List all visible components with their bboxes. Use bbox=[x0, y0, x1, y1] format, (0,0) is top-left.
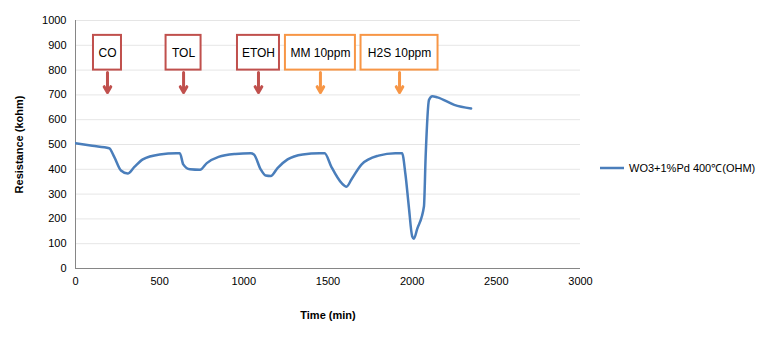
svg-text:3000: 3000 bbox=[568, 275, 592, 287]
svg-text:MM 10ppm: MM 10ppm bbox=[290, 46, 350, 60]
html-text:WO3+1%Pd 400℃(OHM): WO3+1%Pd 400℃(OHM) bbox=[629, 162, 756, 174]
svg-text:600: 600 bbox=[48, 113, 66, 125]
svg-text:2000: 2000 bbox=[400, 275, 424, 287]
svg-text:1000: 1000 bbox=[232, 275, 256, 287]
svg-text:2500: 2500 bbox=[484, 275, 508, 287]
svg-text:0: 0 bbox=[60, 262, 66, 274]
svg-text:1500: 1500 bbox=[316, 275, 340, 287]
svg-text:Resistance (kohm): Resistance (kohm) bbox=[13, 95, 25, 193]
svg-text:300: 300 bbox=[48, 188, 66, 200]
svg-text:ETOH: ETOH bbox=[242, 46, 275, 60]
svg-text:400: 400 bbox=[48, 163, 66, 175]
svg-text:200: 200 bbox=[48, 212, 66, 224]
svg-text:900: 900 bbox=[48, 39, 66, 51]
svg-text:H2S 10ppm: H2S 10ppm bbox=[368, 46, 431, 60]
svg-text:800: 800 bbox=[48, 64, 66, 76]
svg-text:TOL: TOL bbox=[172, 46, 195, 60]
svg-text:0: 0 bbox=[72, 275, 78, 287]
svg-text:500: 500 bbox=[48, 138, 66, 150]
svg-text:700: 700 bbox=[48, 88, 66, 100]
svg-text:500: 500 bbox=[150, 275, 168, 287]
svg-text:1000: 1000 bbox=[42, 14, 66, 26]
svg-text:Time (min): Time (min) bbox=[300, 309, 356, 321]
svg-text:CO: CO bbox=[98, 46, 116, 60]
svg-text:100: 100 bbox=[48, 237, 66, 249]
